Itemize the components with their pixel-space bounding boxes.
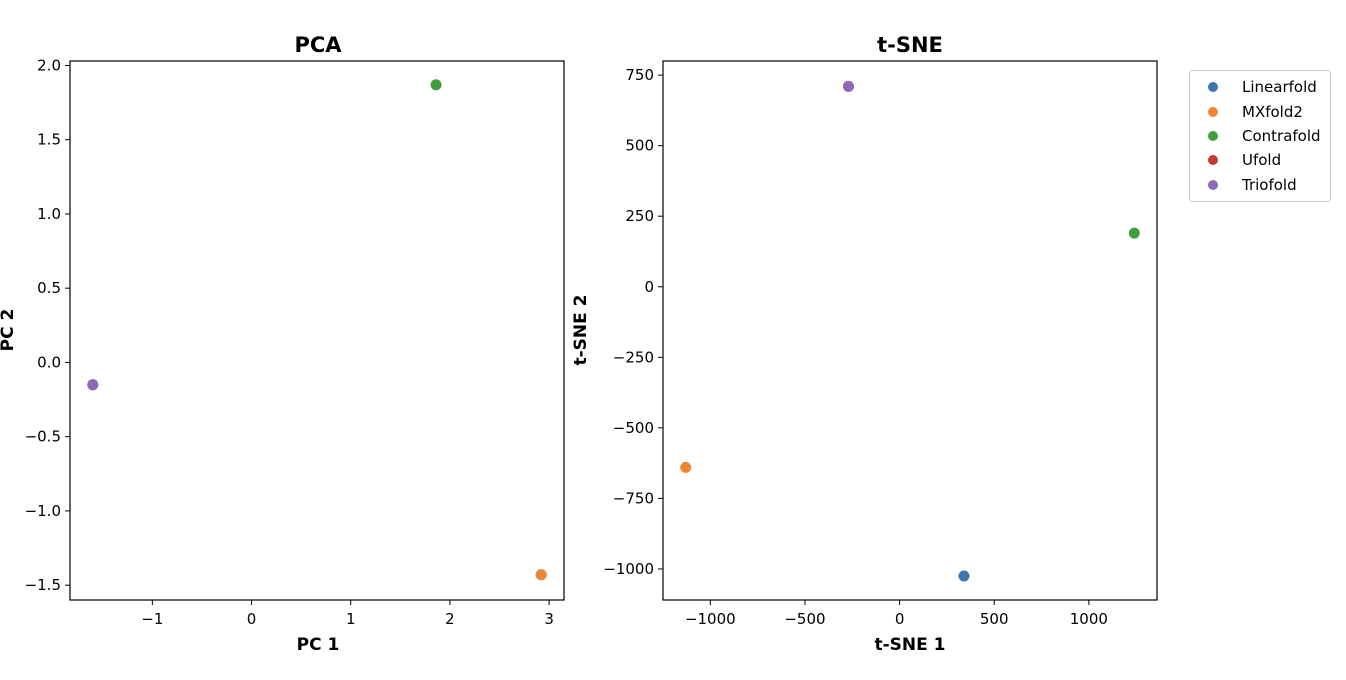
tsne-y-tick-label: 500 [625, 137, 654, 155]
pca-points [87, 79, 547, 581]
tsne-panel: t-SNE −1000 −500 0 500 1000 −1000 −750 −500 −25… [571, 33, 1158, 655]
legend-item-triofold: Triofold [1190, 173, 1330, 197]
pca-x-tick-label: 1 [346, 610, 356, 628]
pca-y-tick-label: 1.0 [37, 205, 61, 223]
tsne-point-linearfold [958, 570, 970, 582]
pca-point-triofold [87, 379, 99, 391]
legend-item-ufold: Ufold [1190, 148, 1330, 172]
tsne-x-label: t-SNE 1 [874, 635, 945, 655]
tsne-y-label: t-SNE 2 [571, 294, 591, 365]
pca-panel: PCA −1 0 1 2 3 −1.5 −1.0 −0.5 0.0 0.5 1.0 1.5 2.0 P… [0, 33, 565, 655]
pca-x-ticks: −1 0 1 2 3 [141, 600, 554, 628]
pca-x-label: PC 1 [297, 635, 340, 655]
pca-axes-frame [69, 60, 565, 601]
pca-y-tick-label: −1.0 [25, 502, 61, 520]
legend-marker [1208, 130, 1218, 141]
legend-label: MXfold2 [1242, 102, 1303, 121]
pca-y-tick-label: −1.5 [25, 576, 61, 594]
tsne-points [680, 80, 1140, 582]
pca-y-ticks: −1.5 −1.0 −0.5 0.0 0.5 1.0 1.5 2.0 [25, 56, 70, 594]
tsne-title: t-SNE [877, 33, 943, 57]
pca-point-mxfold2 [535, 569, 547, 581]
pca-x-tick-label: 3 [544, 610, 554, 628]
tsne-y-tick-label: −500 [613, 419, 654, 437]
pca-y-label: PC 2 [0, 309, 18, 352]
legend: Linearfold MXfold2 Contrafold Ufold Triofold [1189, 70, 1331, 202]
pca-y-tick-label: −0.5 [25, 428, 61, 446]
tsne-x-tick-label: 0 [895, 610, 905, 628]
legend-label: Ufold [1242, 151, 1282, 170]
tsne-x-tick-label: 500 [980, 610, 1009, 628]
legend-label: Linearfold [1242, 78, 1317, 97]
pca-y-tick-label: 2.0 [37, 56, 61, 74]
legend-item-contrafold: Contrafold [1190, 124, 1330, 148]
tsne-point-contrafold [1128, 227, 1140, 239]
tsne-x-ticks: −1000 −500 0 500 1000 [685, 600, 1108, 628]
tsne-y-tick-label: −250 [613, 348, 654, 366]
tsne-x-tick-label: 1000 [1070, 610, 1108, 628]
tsne-y-ticks: −1000 −750 −500 −250 0 250 500 750 [603, 66, 663, 578]
pca-y-tick-label: 1.5 [37, 131, 61, 149]
legend-marker [1208, 106, 1218, 117]
pca-x-tick-label: −1 [141, 610, 163, 628]
legend-item-mxfold2: MXfold2 [1190, 99, 1330, 123]
legend-item-linearfold: Linearfold [1190, 75, 1330, 99]
legend-marker [1208, 155, 1218, 166]
pca-y-tick-label: 0.0 [37, 353, 61, 371]
legend-label: Contrafold [1242, 126, 1321, 145]
legend-marker [1208, 82, 1218, 93]
tsne-axes-frame [662, 60, 1158, 601]
tsne-y-tick-label: −1000 [603, 560, 654, 578]
tsne-y-tick-label: 250 [625, 207, 654, 225]
pca-y-tick-label: 0.5 [37, 279, 61, 297]
legend-label: Triofold [1242, 175, 1297, 194]
tsne-point-mxfold2 [680, 461, 692, 473]
tsne-x-tick-label: −1000 [685, 610, 736, 628]
legend-marker [1208, 179, 1218, 190]
tsne-x-tick-label: −500 [784, 610, 825, 628]
tsne-y-tick-label: −750 [613, 489, 654, 507]
pca-x-tick-label: 2 [445, 610, 455, 628]
tsne-y-tick-label: 0 [644, 278, 654, 296]
pca-point-contrafold [430, 79, 442, 91]
pca-title: PCA [294, 33, 342, 57]
pca-x-tick-label: 0 [247, 610, 257, 628]
tsne-point-triofold [842, 80, 854, 92]
tsne-y-tick-label: 750 [625, 66, 654, 84]
